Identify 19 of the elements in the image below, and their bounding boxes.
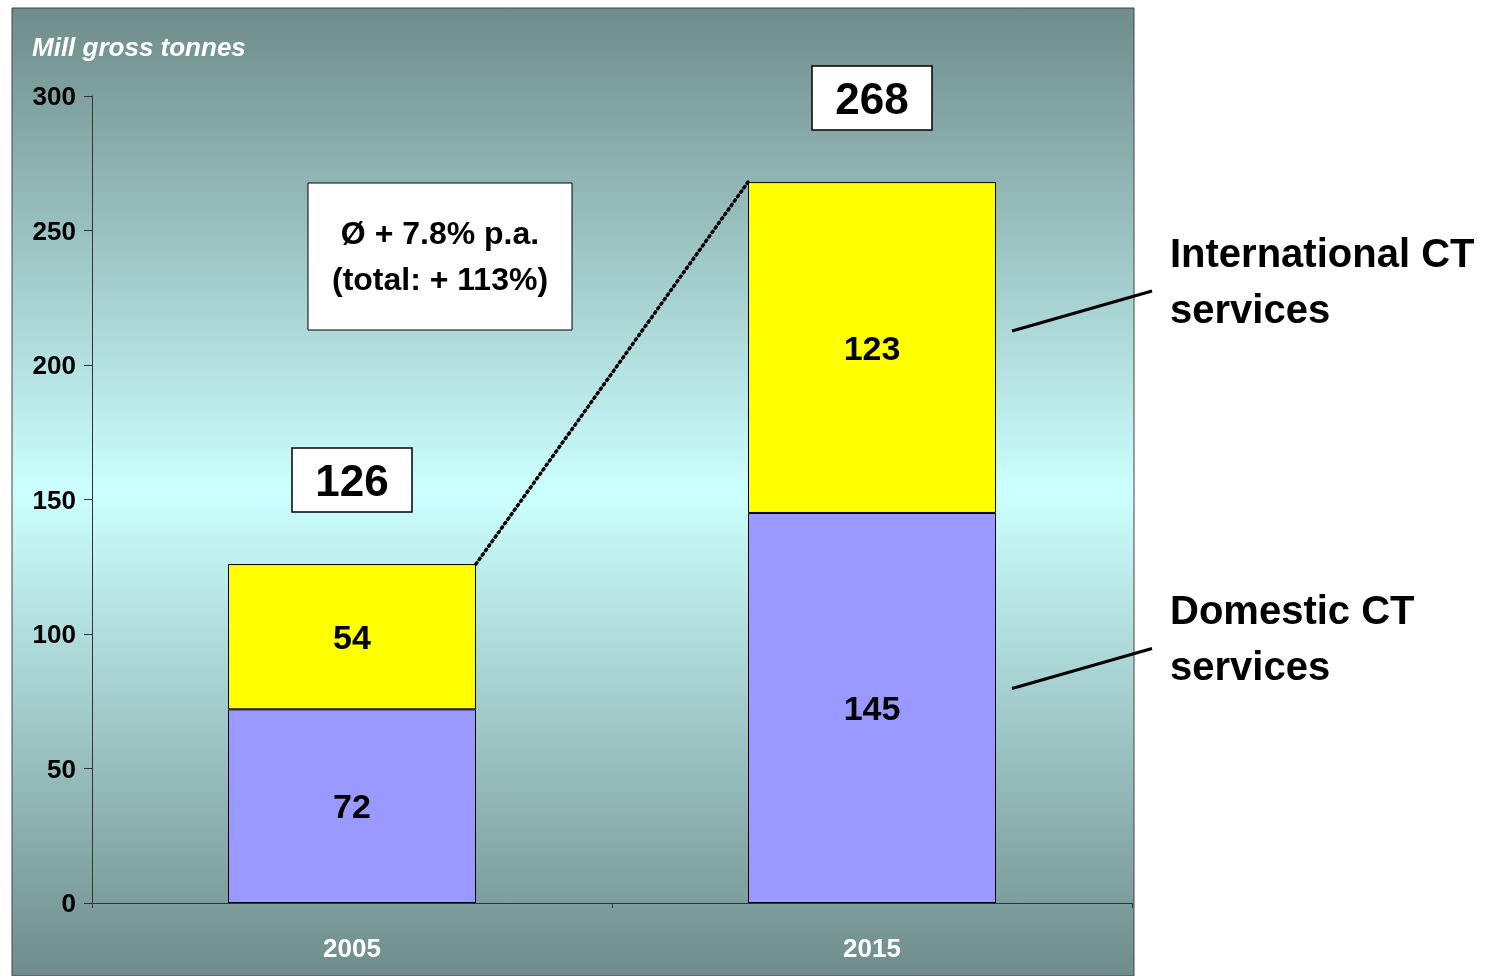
total-label: 126: [315, 455, 389, 505]
y-axis-title: Mill gross tonnes: [32, 32, 246, 62]
y-tick-label: 250: [32, 215, 76, 246]
y-tick-label: 100: [32, 619, 76, 649]
text: International CT services: [1170, 230, 1475, 331]
y-tick-label: 150: [32, 484, 76, 515]
annotation: Ø + 7.8% p.a. (total: + 113%): [331, 215, 549, 297]
data-label: 72: [333, 787, 371, 826]
x-tick-label: 2005: [323, 933, 381, 963]
x-tick-label: 2015: [843, 933, 901, 963]
y-tick-label: 200: [32, 350, 76, 380]
data-label: 123: [843, 328, 901, 367]
text: Domestic CT services: [1170, 588, 1415, 689]
total-label: 268: [835, 73, 909, 123]
y-tick-label: 0: [61, 888, 76, 918]
data-label: 54: [333, 617, 371, 656]
y-tick-label: 300: [32, 81, 76, 111]
y-tick-label: 50: [47, 753, 76, 784]
data-label: 145: [843, 688, 901, 727]
